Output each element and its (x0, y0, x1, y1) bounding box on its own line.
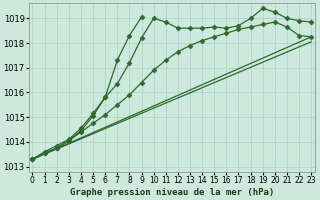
X-axis label: Graphe pression niveau de la mer (hPa): Graphe pression niveau de la mer (hPa) (70, 188, 274, 197)
